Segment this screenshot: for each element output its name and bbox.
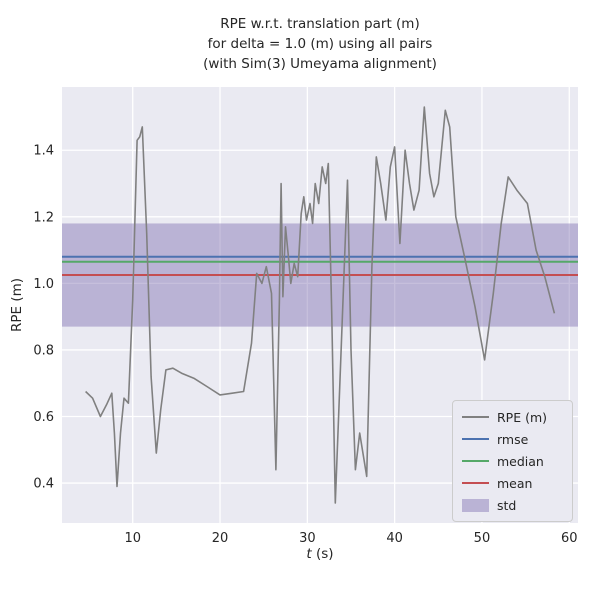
x-tick-label: 20 bbox=[212, 531, 229, 546]
x-axis-label-var: t bbox=[306, 546, 312, 562]
chart-title: RPE w.r.t. translation part (m) for delt… bbox=[62, 14, 578, 74]
rmse-line-swatch bbox=[462, 438, 489, 440]
legend-item-median: median bbox=[462, 453, 563, 469]
legend-item-rpe: RPE (m) bbox=[462, 409, 563, 425]
legend-label-rmse: rmse bbox=[497, 431, 529, 447]
legend-item-mean: mean bbox=[462, 475, 563, 491]
chart-title-line-3: (with Sim(3) Umeyama alignment) bbox=[203, 56, 437, 72]
legend: RPE (m) rmse median mean std bbox=[452, 400, 573, 522]
chart-title-line-1: RPE w.r.t. translation part (m) bbox=[220, 16, 420, 32]
x-tick-label: 40 bbox=[386, 531, 403, 546]
rpe-line-swatch bbox=[462, 416, 489, 418]
x-axis-label: t (s) bbox=[62, 546, 578, 562]
chart-title-line-2: for delta = 1.0 (m) using all pairs bbox=[207, 36, 433, 52]
legend-label-rpe: RPE (m) bbox=[497, 409, 548, 425]
legend-label-median: median bbox=[497, 453, 544, 469]
y-tick-label: 1.0 bbox=[33, 277, 54, 292]
legend-label-mean: mean bbox=[497, 475, 533, 491]
legend-label-std: std bbox=[497, 497, 517, 513]
median-line-swatch bbox=[462, 460, 489, 462]
y-tick-label: 1.2 bbox=[33, 210, 54, 225]
rpe-line bbox=[85, 106, 556, 504]
legend-item-rmse: rmse bbox=[462, 431, 563, 447]
y-tick-label: 0.6 bbox=[33, 410, 54, 425]
mean-line-swatch bbox=[462, 482, 489, 484]
std-patch-swatch bbox=[462, 498, 489, 512]
x-tick-label: 50 bbox=[474, 531, 491, 546]
y-tick-label: 1.4 bbox=[33, 144, 54, 159]
y-tick-label: 0.8 bbox=[33, 343, 54, 358]
legend-item-std: std bbox=[462, 497, 563, 513]
y-tick-label: 0.4 bbox=[33, 477, 54, 492]
y-axis-label: RPE (m) bbox=[9, 277, 25, 333]
x-tick-label: 30 bbox=[299, 531, 316, 546]
x-axis-label-unit: (s) bbox=[311, 546, 334, 562]
x-tick-label: 60 bbox=[561, 531, 578, 546]
x-tick-label: 10 bbox=[124, 531, 141, 546]
